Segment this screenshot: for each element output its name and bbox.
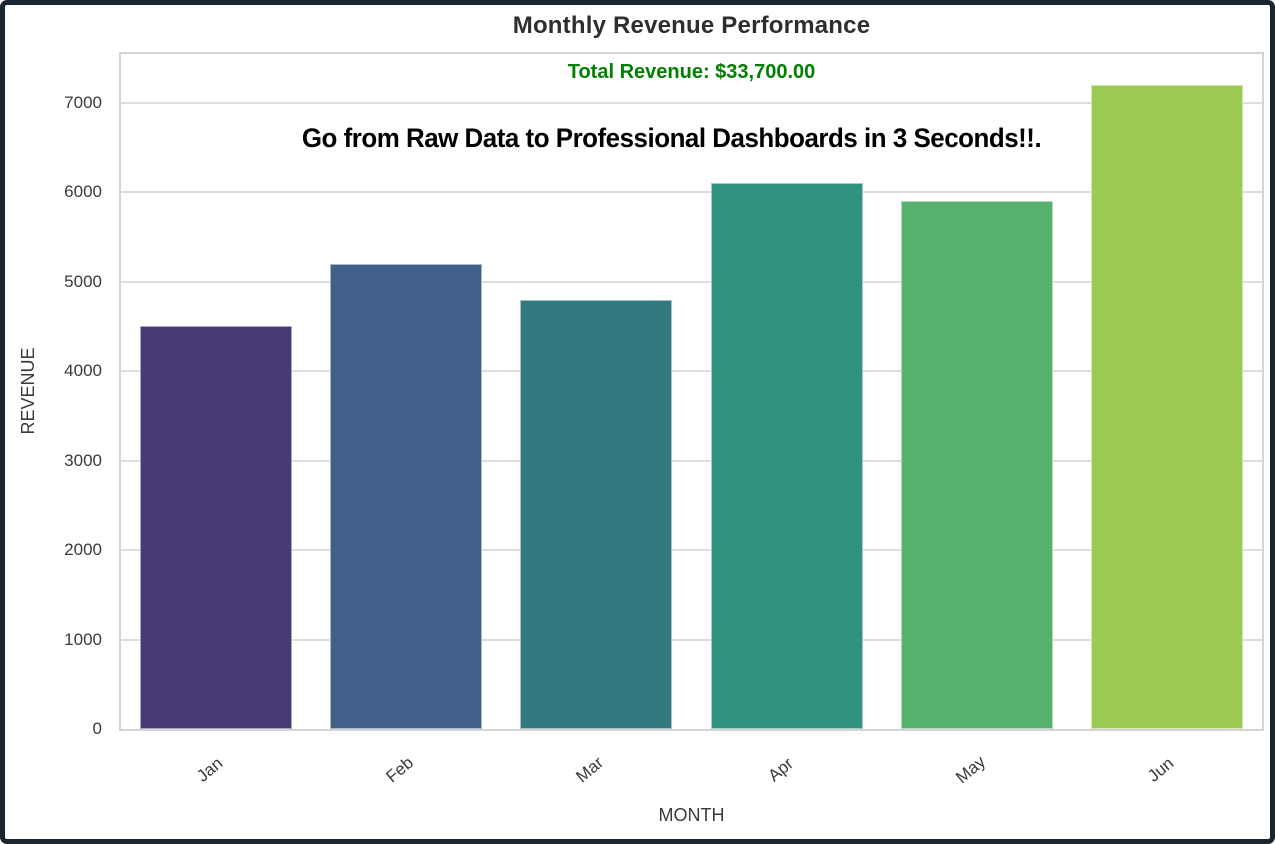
- gridline: [121, 459, 1262, 462]
- y-tick-label: 2000: [64, 540, 102, 559]
- y-tick-label: 4000: [64, 361, 102, 380]
- bar-may: [901, 201, 1053, 729]
- x-tick-label-may: May: [952, 752, 990, 788]
- gridline: [121, 101, 1262, 104]
- promo-annotation: Go from Raw Data to Professional Dashboa…: [301, 123, 1042, 153]
- y-tick-label: 5000: [64, 272, 102, 291]
- y-tick-label: 0: [92, 719, 102, 738]
- plot-area: [119, 52, 1264, 731]
- x-axis-label: MONTH: [658, 805, 725, 825]
- x-tick-label-mar: Mar: [572, 752, 608, 787]
- chart-title: Monthly Revenue Performance: [512, 12, 871, 39]
- total-revenue-subtitle: Total Revenue: $33,700.00: [567, 61, 816, 83]
- x-tick-label-apr: Apr: [764, 753, 797, 786]
- y-tick-label: 6000: [64, 182, 102, 201]
- gridline: [121, 549, 1262, 552]
- bar-jun: [1091, 85, 1243, 729]
- bar-feb: [330, 264, 482, 729]
- x-tick-label-feb: Feb: [382, 752, 418, 787]
- bar-mar: [520, 300, 672, 729]
- gridline: [121, 280, 1262, 283]
- bar-jan: [140, 326, 292, 729]
- x-tick-label-jun: Jun: [1144, 753, 1178, 786]
- bar-apr: [711, 183, 863, 729]
- gridline: [121, 370, 1262, 373]
- gridline: [121, 638, 1262, 641]
- y-tick-label: 7000: [64, 93, 102, 112]
- y-tick-label: 3000: [64, 451, 102, 470]
- x-tick-label-jan: Jan: [193, 753, 227, 786]
- y-axis-label: REVENUE: [18, 347, 38, 435]
- y-tick-label: 1000: [64, 630, 102, 649]
- gridline: [121, 191, 1262, 194]
